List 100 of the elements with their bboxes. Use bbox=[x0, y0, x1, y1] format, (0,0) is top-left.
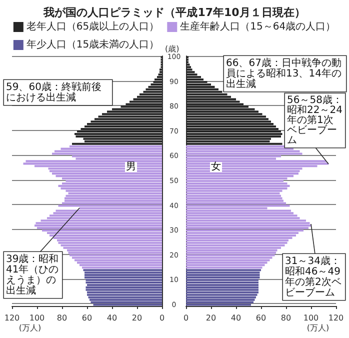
bar bbox=[186, 256, 272, 259]
bar bbox=[186, 130, 281, 133]
bar bbox=[186, 286, 258, 288]
bar bbox=[186, 298, 255, 301]
bar bbox=[186, 116, 266, 118]
bar bbox=[186, 118, 268, 120]
bar bbox=[186, 266, 262, 269]
bar bbox=[186, 236, 292, 239]
bar bbox=[186, 254, 275, 256]
bar bbox=[186, 110, 258, 113]
bar bbox=[98, 116, 162, 118]
bar bbox=[186, 126, 276, 128]
bar bbox=[63, 246, 162, 249]
bar bbox=[82, 266, 162, 269]
bar bbox=[186, 301, 254, 304]
bar bbox=[84, 126, 162, 128]
bar bbox=[186, 128, 278, 130]
bar bbox=[62, 202, 162, 204]
bar bbox=[186, 86, 215, 88]
bar bbox=[158, 74, 162, 76]
bar bbox=[186, 234, 296, 236]
x-tick-label: 0 bbox=[159, 314, 165, 322]
bar bbox=[54, 150, 162, 152]
x-tick-label: 40 bbox=[106, 314, 118, 322]
bar bbox=[56, 175, 162, 178]
bar bbox=[143, 90, 162, 93]
bar bbox=[186, 227, 308, 230]
legend-label: 年少人口（15歳未満の人口） bbox=[26, 38, 160, 50]
bar bbox=[56, 210, 162, 212]
bar bbox=[186, 123, 274, 126]
bar bbox=[186, 66, 191, 68]
x-tick-label: 120 bbox=[328, 314, 344, 322]
bar bbox=[186, 152, 302, 155]
legend-label: 生産年齢人口（15～64歳の人口） bbox=[180, 20, 336, 32]
bar bbox=[186, 210, 291, 212]
bar bbox=[186, 244, 285, 246]
bar bbox=[154, 78, 162, 81]
bar bbox=[186, 296, 256, 298]
bar bbox=[53, 236, 162, 239]
bar bbox=[186, 281, 258, 284]
bar bbox=[186, 276, 260, 279]
x-tick-label: 40 bbox=[230, 314, 242, 322]
bar bbox=[72, 142, 162, 145]
bar bbox=[58, 204, 162, 207]
bar bbox=[157, 76, 162, 78]
bar bbox=[186, 160, 326, 162]
bar bbox=[88, 296, 162, 298]
bar bbox=[67, 249, 162, 252]
bar bbox=[68, 252, 162, 254]
bar bbox=[186, 93, 228, 96]
annotation: 女 bbox=[211, 160, 221, 172]
annotation: 男 bbox=[126, 162, 136, 172]
bar bbox=[186, 304, 251, 306]
bar bbox=[186, 192, 280, 194]
bar bbox=[186, 108, 255, 110]
bar bbox=[87, 284, 162, 286]
bar bbox=[86, 278, 162, 282]
x-axis-title: (万人) bbox=[306, 324, 330, 332]
bar bbox=[186, 242, 288, 244]
x-tick-label: 80 bbox=[56, 314, 68, 322]
x-tick-label: 100 bbox=[303, 314, 319, 322]
chart-title: 我が国の人口ピラミッド（平成17年10月１日現在） bbox=[42, 6, 306, 19]
bar bbox=[186, 212, 294, 214]
annotation: 66、67歳：日中戦争の動員による昭和13、14年の出生減 bbox=[226, 56, 342, 90]
bar bbox=[76, 135, 162, 138]
bar bbox=[186, 194, 281, 197]
bar bbox=[77, 262, 162, 264]
bar bbox=[186, 246, 281, 249]
bar bbox=[186, 288, 258, 291]
bar bbox=[66, 194, 162, 197]
bar bbox=[52, 152, 162, 155]
annotation: 31～34歳：昭和46～49年の第2次ベビーブーム bbox=[285, 254, 342, 298]
bar bbox=[102, 113, 162, 116]
bar bbox=[186, 100, 240, 103]
bar bbox=[186, 259, 270, 262]
annotation: 56～58歳：昭和22～24年の第1次ベビーブーム bbox=[287, 94, 342, 146]
x-axis-title: (万人) bbox=[18, 324, 42, 332]
bar bbox=[137, 96, 162, 98]
bar bbox=[186, 224, 311, 227]
bar bbox=[186, 120, 271, 123]
bar bbox=[93, 304, 162, 306]
x-tick-label: 0 bbox=[183, 314, 189, 322]
bar bbox=[153, 80, 162, 84]
bar bbox=[87, 123, 162, 126]
bar bbox=[50, 234, 162, 236]
bar bbox=[87, 294, 162, 296]
bar bbox=[186, 264, 265, 266]
bar bbox=[80, 264, 162, 266]
bar bbox=[64, 197, 162, 200]
bar bbox=[86, 288, 162, 291]
x-tick-label: 120 bbox=[4, 314, 20, 322]
bar bbox=[186, 71, 195, 74]
bar bbox=[186, 284, 258, 286]
bar bbox=[186, 80, 208, 84]
bar bbox=[84, 272, 162, 274]
bar bbox=[186, 78, 204, 81]
bar bbox=[84, 274, 162, 276]
bar bbox=[77, 130, 162, 133]
legend-label: 老年人口（65歳以上の人口） bbox=[26, 20, 160, 32]
bar bbox=[186, 88, 218, 90]
